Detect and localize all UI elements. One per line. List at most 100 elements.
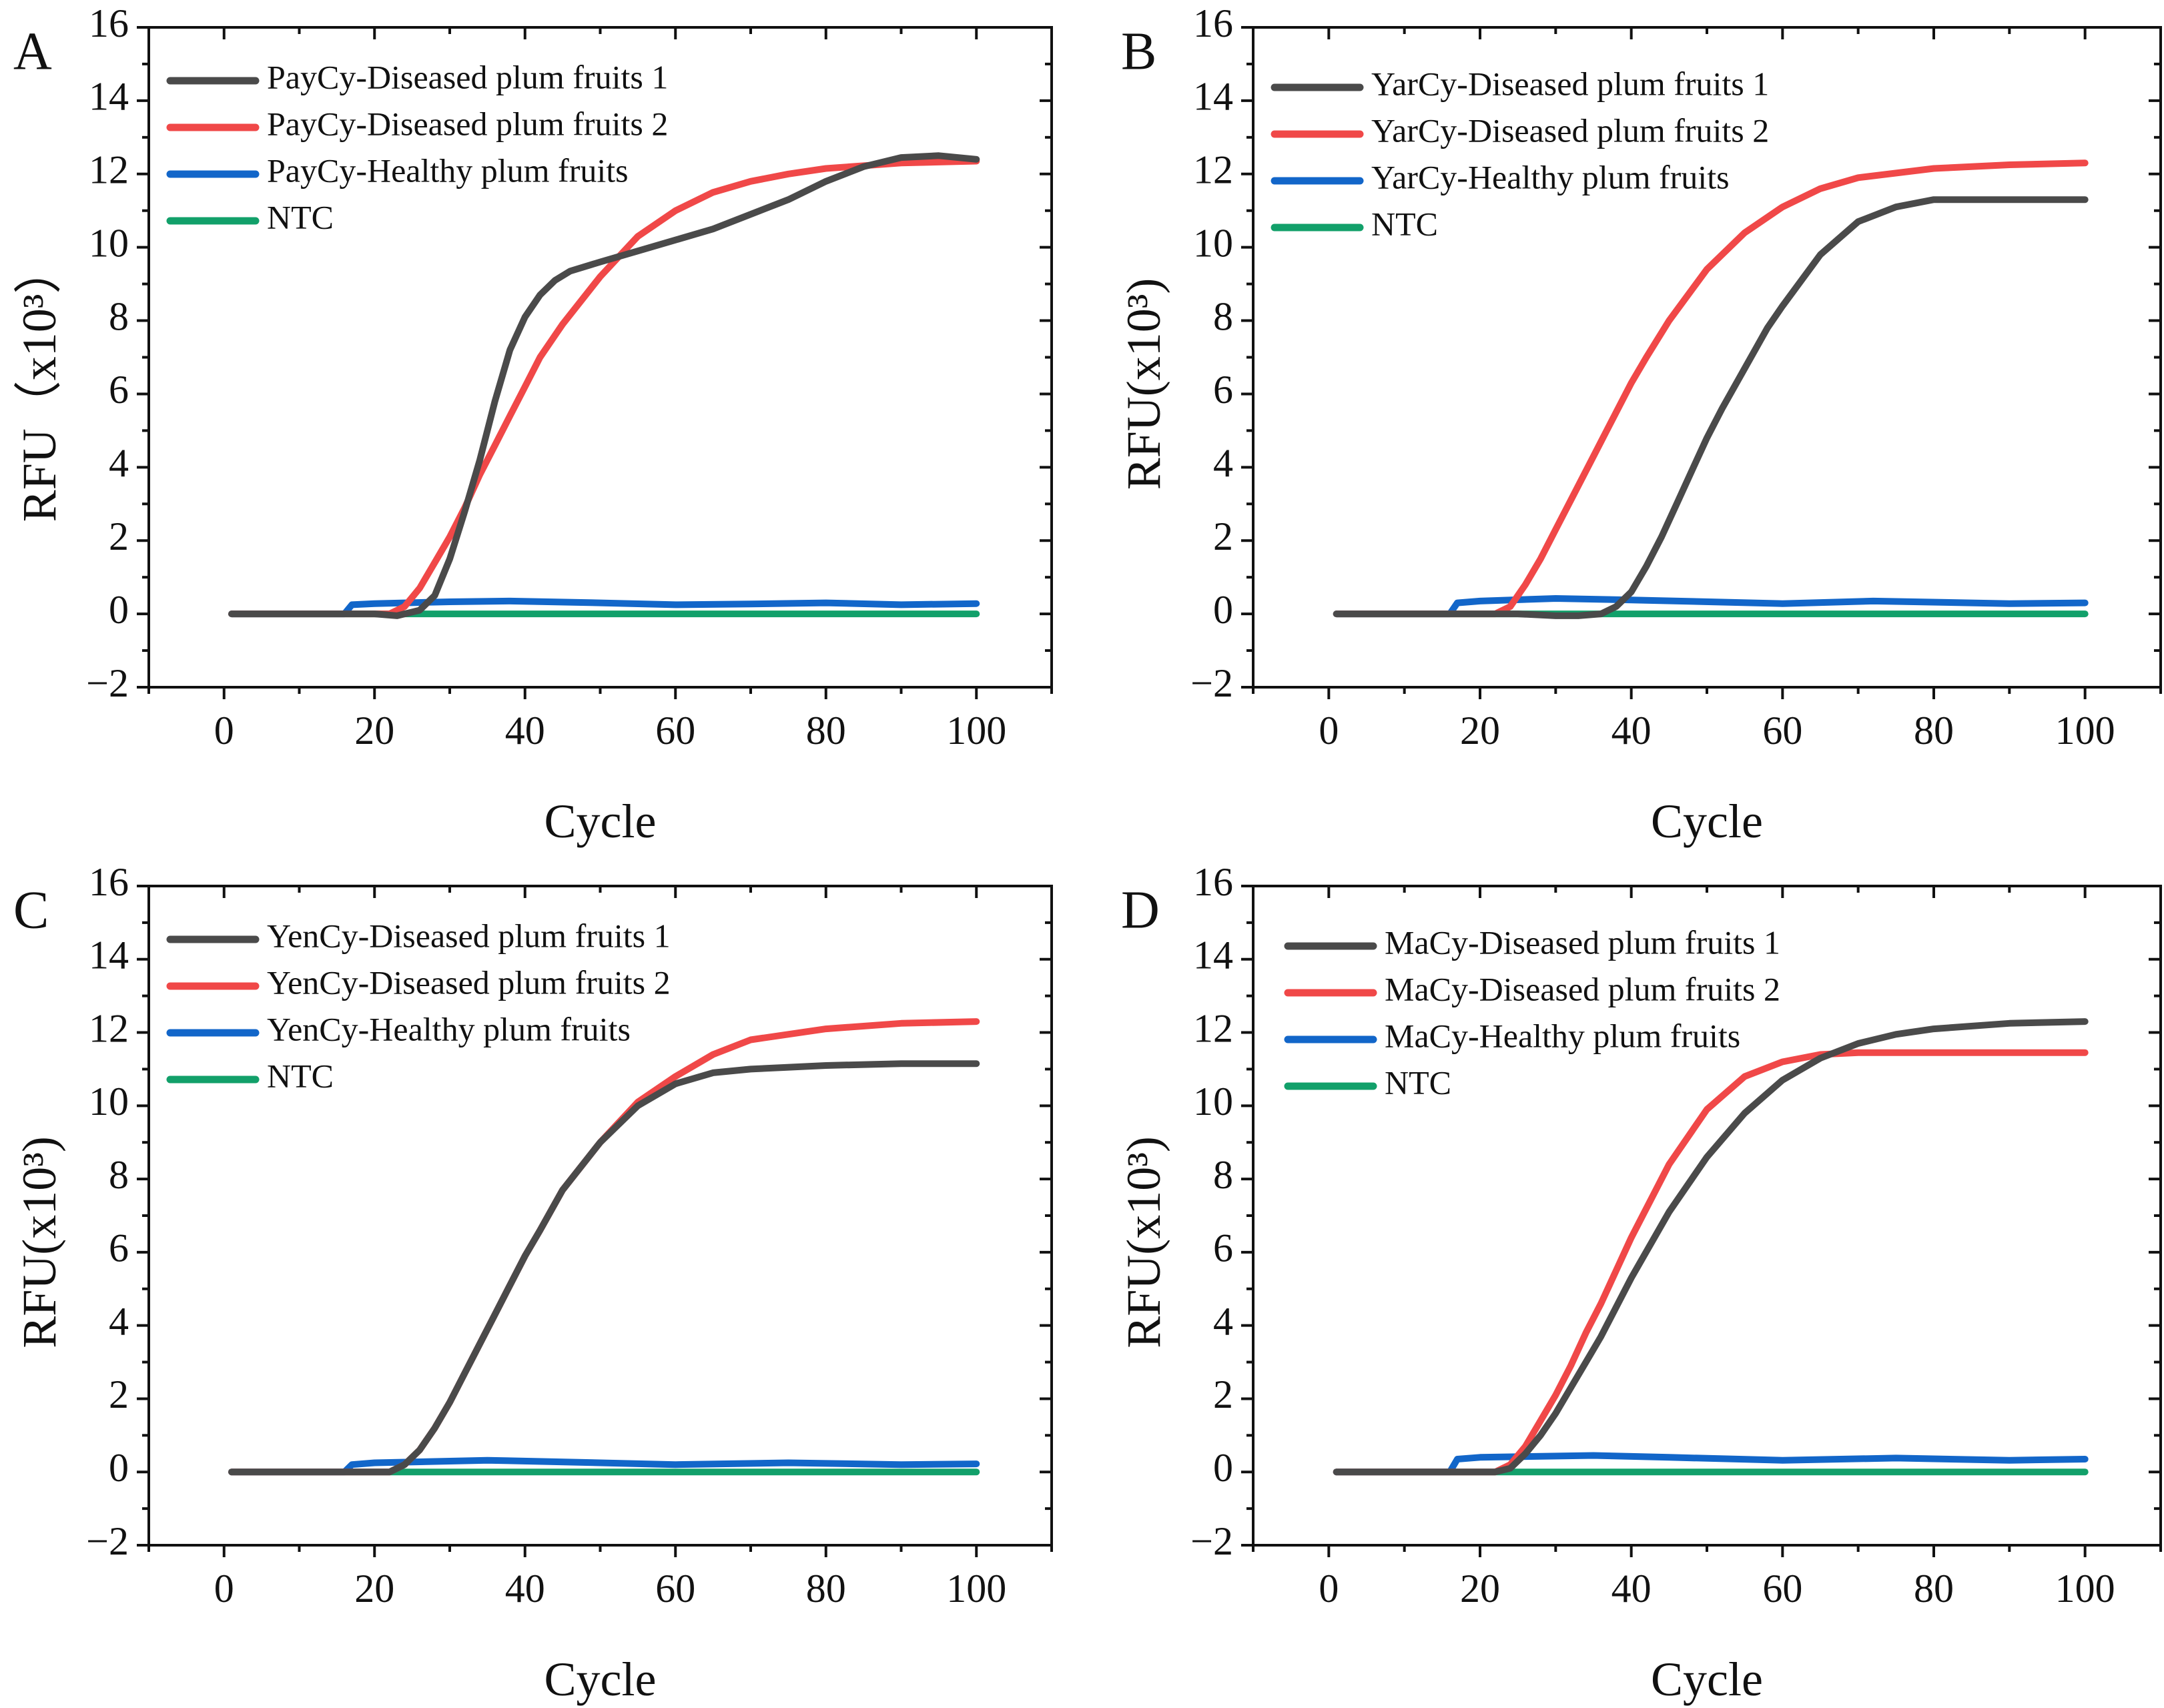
- y-axis-title: RFU（x10³）: [13, 246, 66, 522]
- y-axis-title: RFU(x10³): [1117, 1136, 1170, 1348]
- legend: MaCy-Diseased plum fruits 1 MaCy-Diseased…: [1284, 923, 1780, 1101]
- legend: YenCy-Diseased plum fruits 1 YenCy-Diseas…: [166, 917, 671, 1094]
- y-tick-label: 0: [1213, 1446, 1233, 1490]
- y-tick-label: 2: [109, 514, 129, 558]
- y-tick-label: −2: [1190, 1519, 1233, 1563]
- y-tick-label: 16: [1193, 860, 1233, 904]
- x-tick-label: 100: [2055, 709, 2115, 753]
- series-line-diseased1: [1333, 1018, 2089, 1476]
- x-tick-label: 40: [1611, 1567, 1652, 1611]
- x-tick-label: 100: [2055, 1567, 2115, 1611]
- legend-label: MaCy-Healthy plum fruits: [1385, 1017, 1740, 1054]
- x-tick-label: 80: [1914, 709, 1954, 753]
- y-tick-label: 12: [89, 148, 129, 192]
- x-tick-label: 60: [1762, 709, 1802, 753]
- panel-letter: B: [1121, 22, 1156, 81]
- y-axis-title: RFU(x10³): [1117, 278, 1170, 490]
- y-tick-label: 16: [89, 1, 129, 45]
- y-tick-label: 6: [109, 1226, 129, 1270]
- y-tick-label: 6: [109, 368, 129, 412]
- y-tick-label: 12: [1193, 1006, 1233, 1050]
- chart-panel-a: A 0 20 40 60 80 100 −2 0 2 4 6 8 10 12 14 16 Cycle RFU（x10…: [13, 1, 1053, 848]
- legend-label: YenCy-Healthy plum fruits: [267, 1010, 631, 1047]
- series-line-healthy: [1333, 595, 2089, 618]
- y-tick-label: 8: [109, 1153, 129, 1197]
- x-tick-label: 0: [214, 709, 234, 753]
- series-line-healthy: [1333, 1452, 2089, 1476]
- y-tick-label: 4: [1213, 441, 1233, 485]
- chart-panel-b: B 0 20 40 60 80 100 −2 0 2 4 6 8 10 12 14 16 Cycle RFU(x10…: [1117, 1, 2162, 848]
- legend-label: PayCy-Healthy plum fruits: [267, 151, 629, 189]
- y-tick-label: 16: [1193, 1, 1233, 45]
- y-tick-label: 10: [1193, 1080, 1233, 1124]
- x-tick-label: 20: [1460, 1567, 1500, 1611]
- panel-letter: C: [13, 881, 49, 939]
- series-line-healthy: [228, 1456, 980, 1476]
- series-line-diseased2: [228, 157, 980, 618]
- y-tick-label: 2: [1213, 1372, 1233, 1416]
- legend-label: YenCy-Diseased plum fruits 1: [267, 917, 671, 954]
- x-axis-title: Cycle: [1651, 1653, 1763, 1706]
- x-axis-title: Cycle: [545, 795, 657, 848]
- x-tick-label: 40: [505, 709, 545, 753]
- y-tick-label: −2: [1190, 661, 1233, 705]
- x-tick-label: 100: [946, 709, 1006, 753]
- y-tick-label: 8: [1213, 294, 1233, 338]
- y-tick-label: 6: [1213, 368, 1233, 412]
- x-tick-label: 60: [655, 709, 695, 753]
- y-tick-label: 4: [1213, 1299, 1233, 1343]
- x-tick-label: 0: [214, 1567, 234, 1611]
- x-axis-title: Cycle: [1651, 795, 1763, 848]
- x-tick-label: 60: [655, 1567, 695, 1611]
- x-tick-label: 20: [354, 1567, 394, 1611]
- legend-label: PayCy-Diseased plum fruits 1: [267, 58, 668, 95]
- y-tick-label: 4: [109, 1299, 129, 1343]
- legend-label: YarCy-Diseased plum fruits 2: [1371, 111, 1769, 149]
- y-tick-label: −2: [86, 1519, 129, 1563]
- x-tick-label: 40: [505, 1567, 545, 1611]
- y-tick-label: 16: [89, 860, 129, 904]
- y-tick-label: 14: [1193, 75, 1233, 119]
- x-tick-label: 40: [1611, 709, 1652, 753]
- series-line-diseased2: [228, 1018, 980, 1476]
- x-tick-label: 60: [1762, 1567, 1802, 1611]
- y-tick-label: 4: [109, 441, 129, 485]
- y-tick-label: 6: [1213, 1226, 1233, 1270]
- x-tick-label: 80: [806, 709, 846, 753]
- y-tick-label: 10: [89, 1080, 129, 1124]
- chart-panel-c: C 0 20 40 60 80 100 −2 0 2 4 6 8 10 12 14 16 Cycle RFU(x10…: [13, 860, 1053, 1706]
- legend-label: NTC: [1371, 205, 1438, 242]
- y-tick-label: 12: [89, 1006, 129, 1050]
- x-axis-title: Cycle: [545, 1653, 657, 1706]
- legend-label: MaCy-Diseased plum fruits 1: [1385, 923, 1780, 961]
- series-line-diseased1: [1333, 196, 2089, 619]
- y-tick-label: 12: [1193, 148, 1233, 192]
- series-line-diseased1: [228, 152, 980, 619]
- series-line-diseased2: [1333, 1049, 2089, 1476]
- x-tick-label: 0: [1319, 709, 1339, 753]
- y-tick-label: 10: [1193, 221, 1233, 265]
- y-tick-label: 2: [109, 1372, 129, 1416]
- panel-letter: D: [1121, 881, 1160, 939]
- legend-label: NTC: [1385, 1063, 1451, 1101]
- legend-label: NTC: [267, 1057, 334, 1094]
- legend: YarCy-Diseased plum fruits 1 YarCy-Diseas…: [1271, 65, 1769, 242]
- y-tick-label: 8: [1213, 1153, 1233, 1197]
- x-tick-label: 80: [806, 1567, 846, 1611]
- y-tick-label: 14: [89, 933, 129, 977]
- y-tick-label: 2: [1213, 514, 1233, 558]
- y-tick-label: 0: [1213, 588, 1233, 632]
- chart-panel-d: D 0 20 40 60 80 100 −2 0 2 4 6 8 10 12 14 16 Cycle RFU(x10…: [1117, 860, 2162, 1706]
- series-line-healthy: [228, 597, 980, 618]
- y-axis-title: RFU(x10³): [13, 1136, 66, 1348]
- series-line-diseased2: [1333, 159, 2089, 618]
- legend-label: YenCy-Diseased plum fruits 2: [267, 963, 671, 1001]
- y-tick-label: 0: [109, 588, 129, 632]
- x-tick-label: 20: [1460, 709, 1500, 753]
- legend-label: PayCy-Diseased plum fruits 2: [267, 105, 668, 142]
- y-tick-label: 14: [89, 75, 129, 119]
- panel-letter: A: [13, 22, 52, 81]
- x-tick-label: 0: [1319, 1567, 1339, 1611]
- legend-label: NTC: [267, 198, 334, 236]
